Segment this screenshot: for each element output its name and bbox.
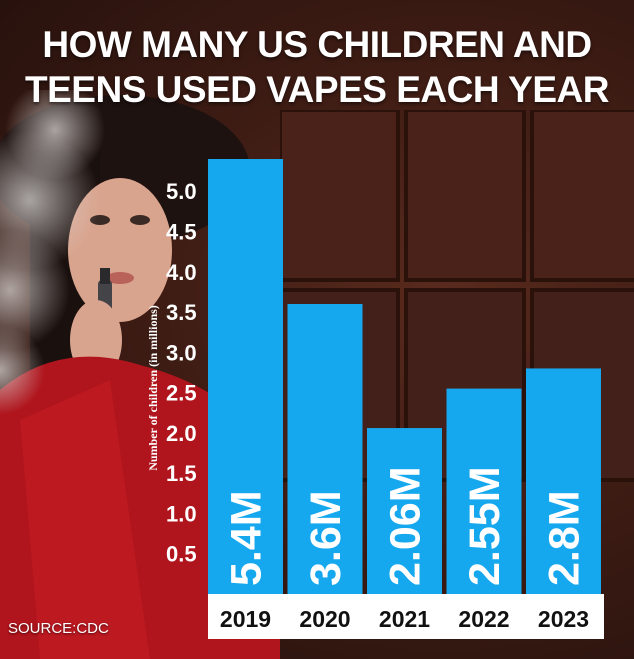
- x-tick-2019: 2019: [220, 606, 271, 632]
- bar-2022: [446, 388, 522, 594]
- x-tick-2023: 2023: [538, 606, 589, 632]
- data-label-2020: 3.6M: [302, 490, 350, 586]
- bar-2023: [526, 368, 601, 594]
- y-axis-label: Number of children (in millions): [146, 305, 160, 471]
- bars-group: 5.4M 3.6M 2.06M 2.55M 2.8M: [208, 159, 601, 594]
- y-tick-2.0: 2.0: [166, 421, 197, 446]
- data-label-2021: 2.06M: [382, 466, 430, 586]
- data-label-2023: 2.8M: [541, 490, 589, 586]
- x-axis-band: [208, 594, 604, 639]
- y-tick-3.0: 3.0: [166, 340, 197, 365]
- bar-2019: [208, 159, 283, 594]
- y-tick-5.0: 5.0: [166, 179, 197, 204]
- y-tick-3.5: 3.5: [166, 300, 197, 325]
- x-tick-2021: 2021: [379, 606, 430, 632]
- y-ticks-group: 0.5 1.0 1.5 2.0 2.5 3.0 3.5 4.0 4.5 5.0: [166, 179, 197, 567]
- y-tick-4.0: 4.0: [166, 260, 197, 285]
- y-tick-1.5: 1.5: [166, 461, 197, 486]
- bar-2020: [287, 304, 363, 594]
- y-tick-1.0: 1.0: [166, 501, 197, 526]
- bar-2021: [367, 428, 442, 594]
- y-tick-4.5: 4.5: [166, 220, 197, 245]
- chart-title: HOW MANY US CHILDREN AND TEENS USED VAPE…: [25, 24, 609, 110]
- y-tick-2.5: 2.5: [166, 381, 197, 406]
- source-credit: SOURCE:CDC: [8, 620, 109, 637]
- x-tick-2020: 2020: [299, 606, 350, 632]
- x-tick-2022: 2022: [458, 606, 509, 632]
- y-tick-0.5: 0.5: [166, 542, 197, 567]
- data-label-2022: 2.55M: [461, 466, 509, 586]
- x-ticks-group: 2019 2020 2021 2022 2023: [220, 606, 589, 632]
- data-label-2019: 5.4M: [223, 490, 271, 586]
